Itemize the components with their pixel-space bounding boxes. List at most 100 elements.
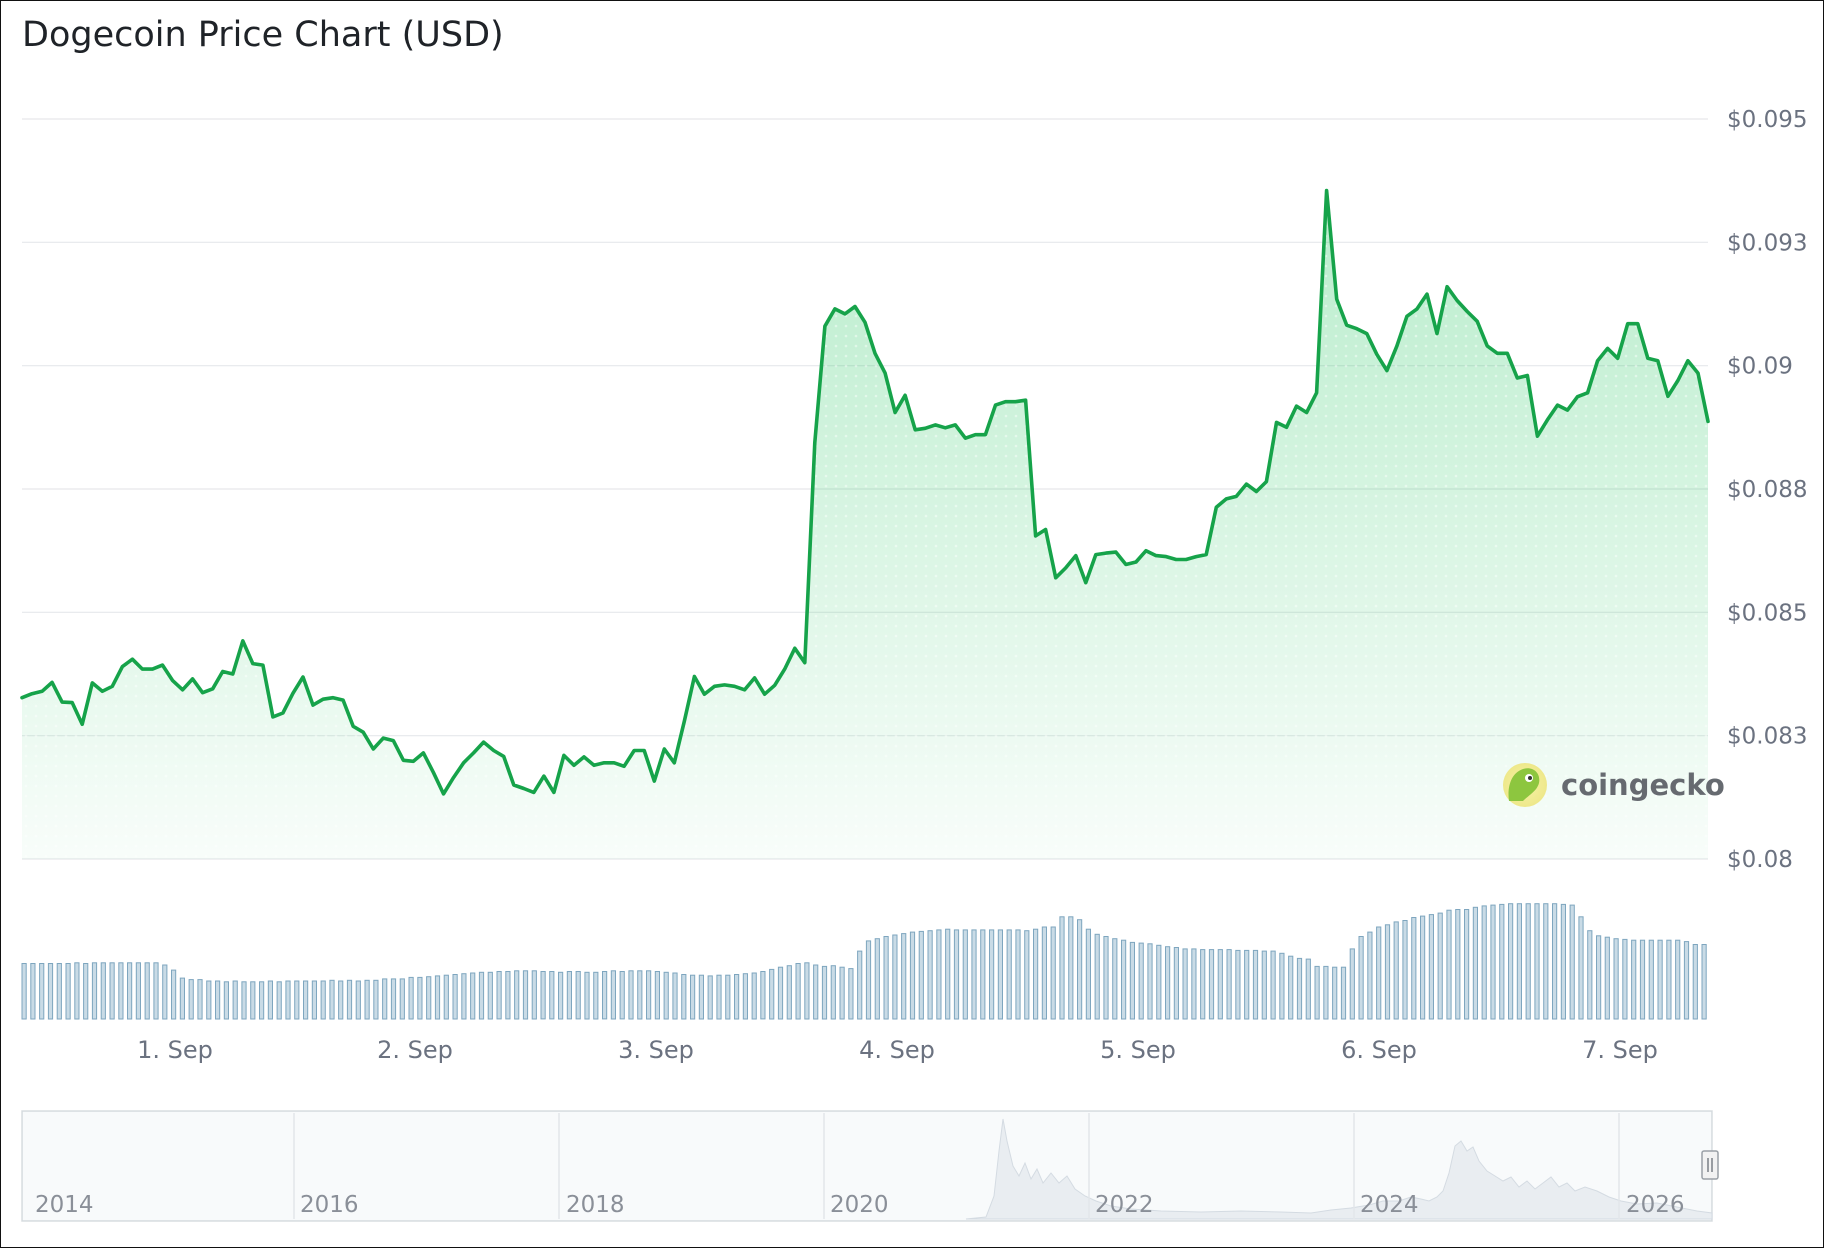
volume-bar — [558, 971, 564, 1020]
volume-bar — [1569, 904, 1575, 1020]
volume-bar — [452, 974, 458, 1020]
volume-bar — [663, 971, 669, 1020]
volume-bar — [1490, 904, 1496, 1020]
volume-bar — [171, 969, 177, 1020]
volume-bar — [144, 962, 150, 1020]
volume-bar — [1279, 952, 1285, 1020]
volume-bar — [997, 929, 1003, 1020]
volume-bar — [1288, 955, 1294, 1020]
y-tick-label: $0.088 — [1727, 477, 1807, 503]
volume-bar — [531, 970, 537, 1020]
volume-bar — [628, 970, 634, 1020]
volume-bar — [417, 976, 423, 1020]
x-tick-label: 7. Sep — [1582, 1036, 1658, 1064]
volume-bar — [927, 930, 933, 1020]
chart-title: Dogecoin Price Chart (USD) — [22, 15, 504, 55]
volume-bar — [1543, 903, 1549, 1020]
volume-bar — [892, 934, 898, 1020]
range-navigator[interactable]: 2014 2016 2018 2020 2022 2024 2026 — [21, 1110, 1719, 1222]
x-tick-label: 1. Sep — [137, 1036, 213, 1064]
volume-bar — [443, 974, 449, 1020]
volume-bar — [654, 971, 660, 1020]
volume-bar — [514, 970, 520, 1020]
volume-bar — [1516, 903, 1523, 1020]
brand-name: coingecko — [1561, 768, 1725, 802]
volume-bar — [760, 971, 766, 1020]
volume-bar — [1200, 949, 1206, 1020]
volume-bar — [56, 963, 62, 1020]
volume-bar — [1217, 949, 1223, 1020]
navigator-year-label: 2018 — [566, 1192, 625, 1218]
volume-bar — [1094, 933, 1100, 1020]
volume-bar — [215, 980, 221, 1020]
volume-bar — [118, 962, 124, 1020]
volume-bar — [232, 980, 238, 1020]
volume-bar — [1384, 924, 1391, 1020]
volume-bars — [21, 903, 1707, 1020]
volume-bar — [989, 929, 995, 1020]
volume-bar — [1208, 949, 1215, 1020]
volume-bar — [1165, 946, 1171, 1020]
navigator-year-label: 2024 — [1360, 1192, 1419, 1218]
volume-bar — [1508, 903, 1514, 1020]
volume-bar — [619, 971, 625, 1020]
volume-bar — [1411, 917, 1417, 1020]
volume-bar — [478, 971, 485, 1020]
volume-bar — [1393, 921, 1399, 1020]
volume-bar — [804, 962, 810, 1020]
volume-bar — [584, 971, 590, 1020]
volume-bar — [918, 930, 924, 1020]
volume-bar — [1024, 930, 1030, 1020]
volume-bar — [1675, 939, 1681, 1020]
price-line-group[interactable] — [20, 188, 1710, 796]
volume-bar — [179, 977, 186, 1020]
volume-bar — [355, 980, 361, 1020]
volume-bar — [971, 929, 977, 1020]
volume-bar — [962, 929, 968, 1020]
navigator-handle[interactable] — [1701, 1150, 1719, 1180]
volume-bar — [1332, 966, 1338, 1020]
volume-bar — [575, 971, 581, 1020]
volume-bar — [320, 980, 326, 1020]
volume-bar — [1367, 931, 1373, 1020]
volume-bar — [197, 979, 203, 1020]
navigator-year-label: 2014 — [35, 1192, 94, 1218]
volume-bar — [21, 963, 27, 1020]
volume-bar — [602, 971, 608, 1020]
volume-bar — [39, 963, 45, 1020]
volume-bar — [1006, 929, 1012, 1020]
volume-bar — [1033, 928, 1039, 1020]
volume-bar — [1631, 939, 1637, 1020]
volume-bar — [346, 979, 353, 1020]
y-tick-label: $0.09 — [1727, 354, 1793, 380]
volume-bar — [1340, 966, 1347, 1020]
volume-bar — [127, 962, 133, 1020]
volume-bar — [874, 938, 880, 1020]
volume-bar — [1648, 939, 1654, 1020]
volume-bar — [461, 973, 467, 1020]
volume-bar — [1428, 914, 1435, 1020]
volume-bar — [769, 968, 775, 1020]
volume-bar — [540, 971, 546, 1020]
volume-bar — [1639, 939, 1646, 1020]
coingecko-watermark: coingecko — [1503, 763, 1725, 807]
volume-bar — [813, 964, 819, 1020]
volume-bar — [549, 971, 555, 1020]
volume-bar — [373, 979, 379, 1020]
volume-bar — [1085, 928, 1092, 1020]
volume-bar — [1103, 936, 1109, 1020]
volume-bar — [1604, 936, 1610, 1020]
volume-bar — [1041, 926, 1048, 1020]
volume-bar — [1305, 958, 1311, 1020]
volume-bar — [980, 929, 986, 1020]
volume-bar — [1402, 920, 1408, 1020]
volume-bar — [593, 971, 599, 1020]
volume-bar — [426, 976, 432, 1020]
price-line[interactable] — [20, 188, 1710, 796]
volume-bar — [707, 975, 713, 1020]
x-tick-label: 3. Sep — [618, 1036, 694, 1064]
volume-bar — [1226, 949, 1232, 1020]
volume-bar — [698, 974, 704, 1020]
